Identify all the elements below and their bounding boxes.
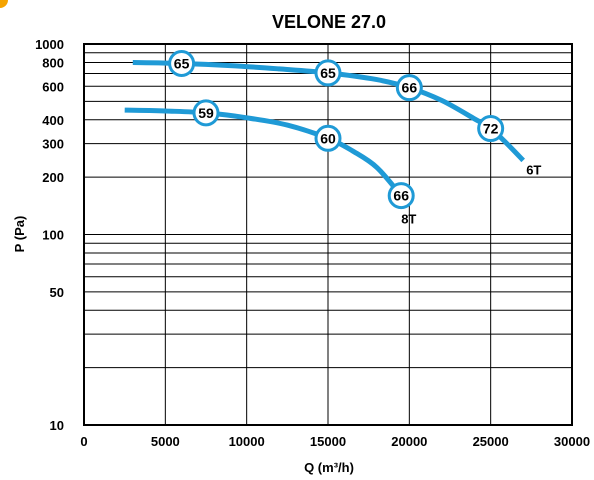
noise-level-label: 65 (320, 65, 336, 81)
x-axis-label: Q (m³/h) (304, 460, 354, 475)
noise-level-label: 59 (198, 105, 214, 121)
y-axis-label: P (Pa) (12, 216, 27, 253)
tick-labels: 0 5000 10000 15000 20000 25000 30000 10 50 100 200… (35, 37, 590, 449)
y-tick-label: 200 (42, 170, 64, 185)
noise-level-bubble (192, 99, 220, 127)
noise-level-bubble (387, 182, 415, 210)
grid (83, 43, 573, 426)
series-name-label: 6T (526, 162, 541, 177)
y-tick-label: 600 (42, 79, 64, 94)
y-tick-label: 300 (42, 137, 64, 152)
chart-title: VELONE 27.0 (272, 12, 386, 32)
noise-level-label: 66 (393, 188, 409, 204)
noise-level-label: 72 (483, 121, 499, 137)
y-tick-label: 800 (42, 55, 64, 70)
x-tick-label: 5000 (151, 434, 180, 449)
x-tick-label: 25000 (473, 434, 509, 449)
series-line-8T (124, 107, 404, 198)
y-tick-label: 1000 (35, 37, 64, 52)
noise-level-label: 65 (174, 56, 190, 72)
noise-level-label: 60 (320, 130, 336, 146)
x-tick-label: 0 (80, 434, 87, 449)
noise-level-label: 66 (402, 80, 418, 96)
noise-level-bubble (477, 115, 505, 143)
y-tick-label: 10 (50, 418, 64, 433)
noise-level-bubble (168, 50, 196, 78)
corner-accent (0, 0, 8, 8)
series-name-label: 8T (401, 212, 416, 227)
noise-level-bubble (314, 124, 342, 152)
x-tick-label: 10000 (229, 434, 265, 449)
series-group: 65 65 66 72 6T 59 60 66 8T (124, 50, 541, 227)
y-tick-label: 50 (50, 285, 64, 300)
y-tick-label: 400 (42, 113, 64, 128)
plot-frame (83, 43, 573, 426)
noise-level-bubble (314, 59, 342, 87)
x-tick-label: 15000 (310, 434, 346, 449)
x-tick-label: 30000 (554, 434, 590, 449)
noise-level-bubble (395, 74, 423, 102)
y-tick-label: 100 (42, 228, 64, 243)
x-tick-label: 20000 (391, 434, 427, 449)
